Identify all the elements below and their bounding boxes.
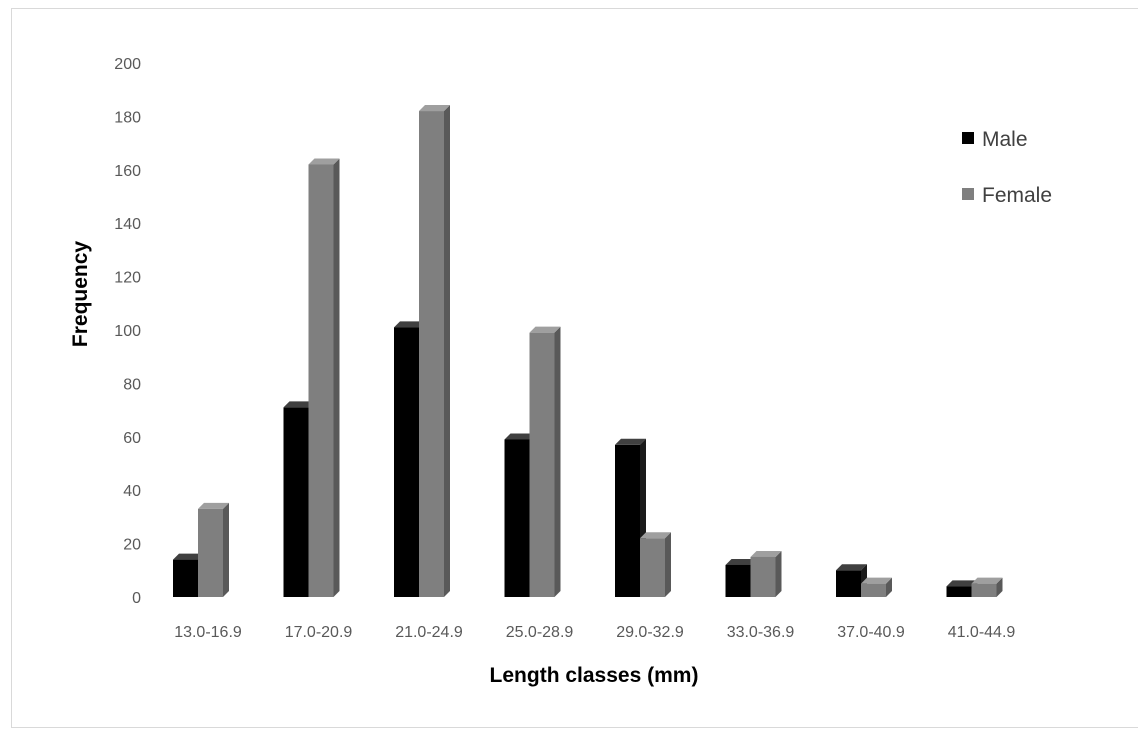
bar-female [640, 532, 671, 597]
x-axis-ticks: 13.0-16.9 17.0-20.9 21.0-24.9 25.0-28.9 29.0… [174, 624, 1015, 641]
bar-female [529, 326, 561, 597]
x-tick-label: 29.0-32.9 [616, 624, 684, 641]
bar-female [308, 158, 340, 597]
x-axis-title: Length classes (mm) [490, 664, 699, 687]
x-tick-label: 37.0-40.9 [837, 624, 905, 641]
y-tick-label: 20 [123, 537, 141, 554]
x-tick-label: 17.0-20.9 [285, 624, 353, 641]
x-tick-label: 25.0-28.9 [506, 624, 574, 641]
legend: Male Female [962, 128, 1052, 207]
bar-female [198, 502, 229, 597]
y-tick-label: 60 [123, 430, 141, 447]
x-tick-label: 41.0-44.9 [948, 624, 1016, 641]
legend-swatch-female [962, 188, 974, 200]
y-tick-label: 140 [114, 216, 141, 233]
y-tick-label: 180 [114, 109, 141, 126]
y-tick-label: 40 [123, 483, 141, 500]
x-tick-label: 21.0-24.9 [395, 624, 463, 641]
y-tick-label: 100 [114, 323, 141, 340]
y-axis-ticks: 0 20 40 60 80 100 120 140 160 180 200 [114, 56, 141, 607]
chart-frame [11, 8, 1138, 728]
bar-female [971, 577, 1003, 597]
y-tick-label: 0 [132, 590, 141, 607]
y-tick-label: 160 [114, 163, 141, 180]
y-tick-label: 200 [114, 56, 141, 73]
x-tick-label: 33.0-36.9 [727, 624, 795, 641]
bars [173, 105, 1003, 597]
bar-male [836, 564, 867, 597]
legend-swatch-male [962, 132, 974, 144]
bar-female [861, 577, 892, 597]
bar-female [419, 105, 450, 597]
legend-label-female: Female [982, 184, 1052, 207]
x-tick-label: 13.0-16.9 [174, 624, 242, 641]
y-axis-title: Frequency [69, 241, 92, 348]
legend-label-male: Male [982, 128, 1028, 151]
bar-female [750, 550, 782, 597]
y-tick-label: 80 [123, 376, 141, 393]
y-tick-label: 120 [114, 270, 141, 287]
